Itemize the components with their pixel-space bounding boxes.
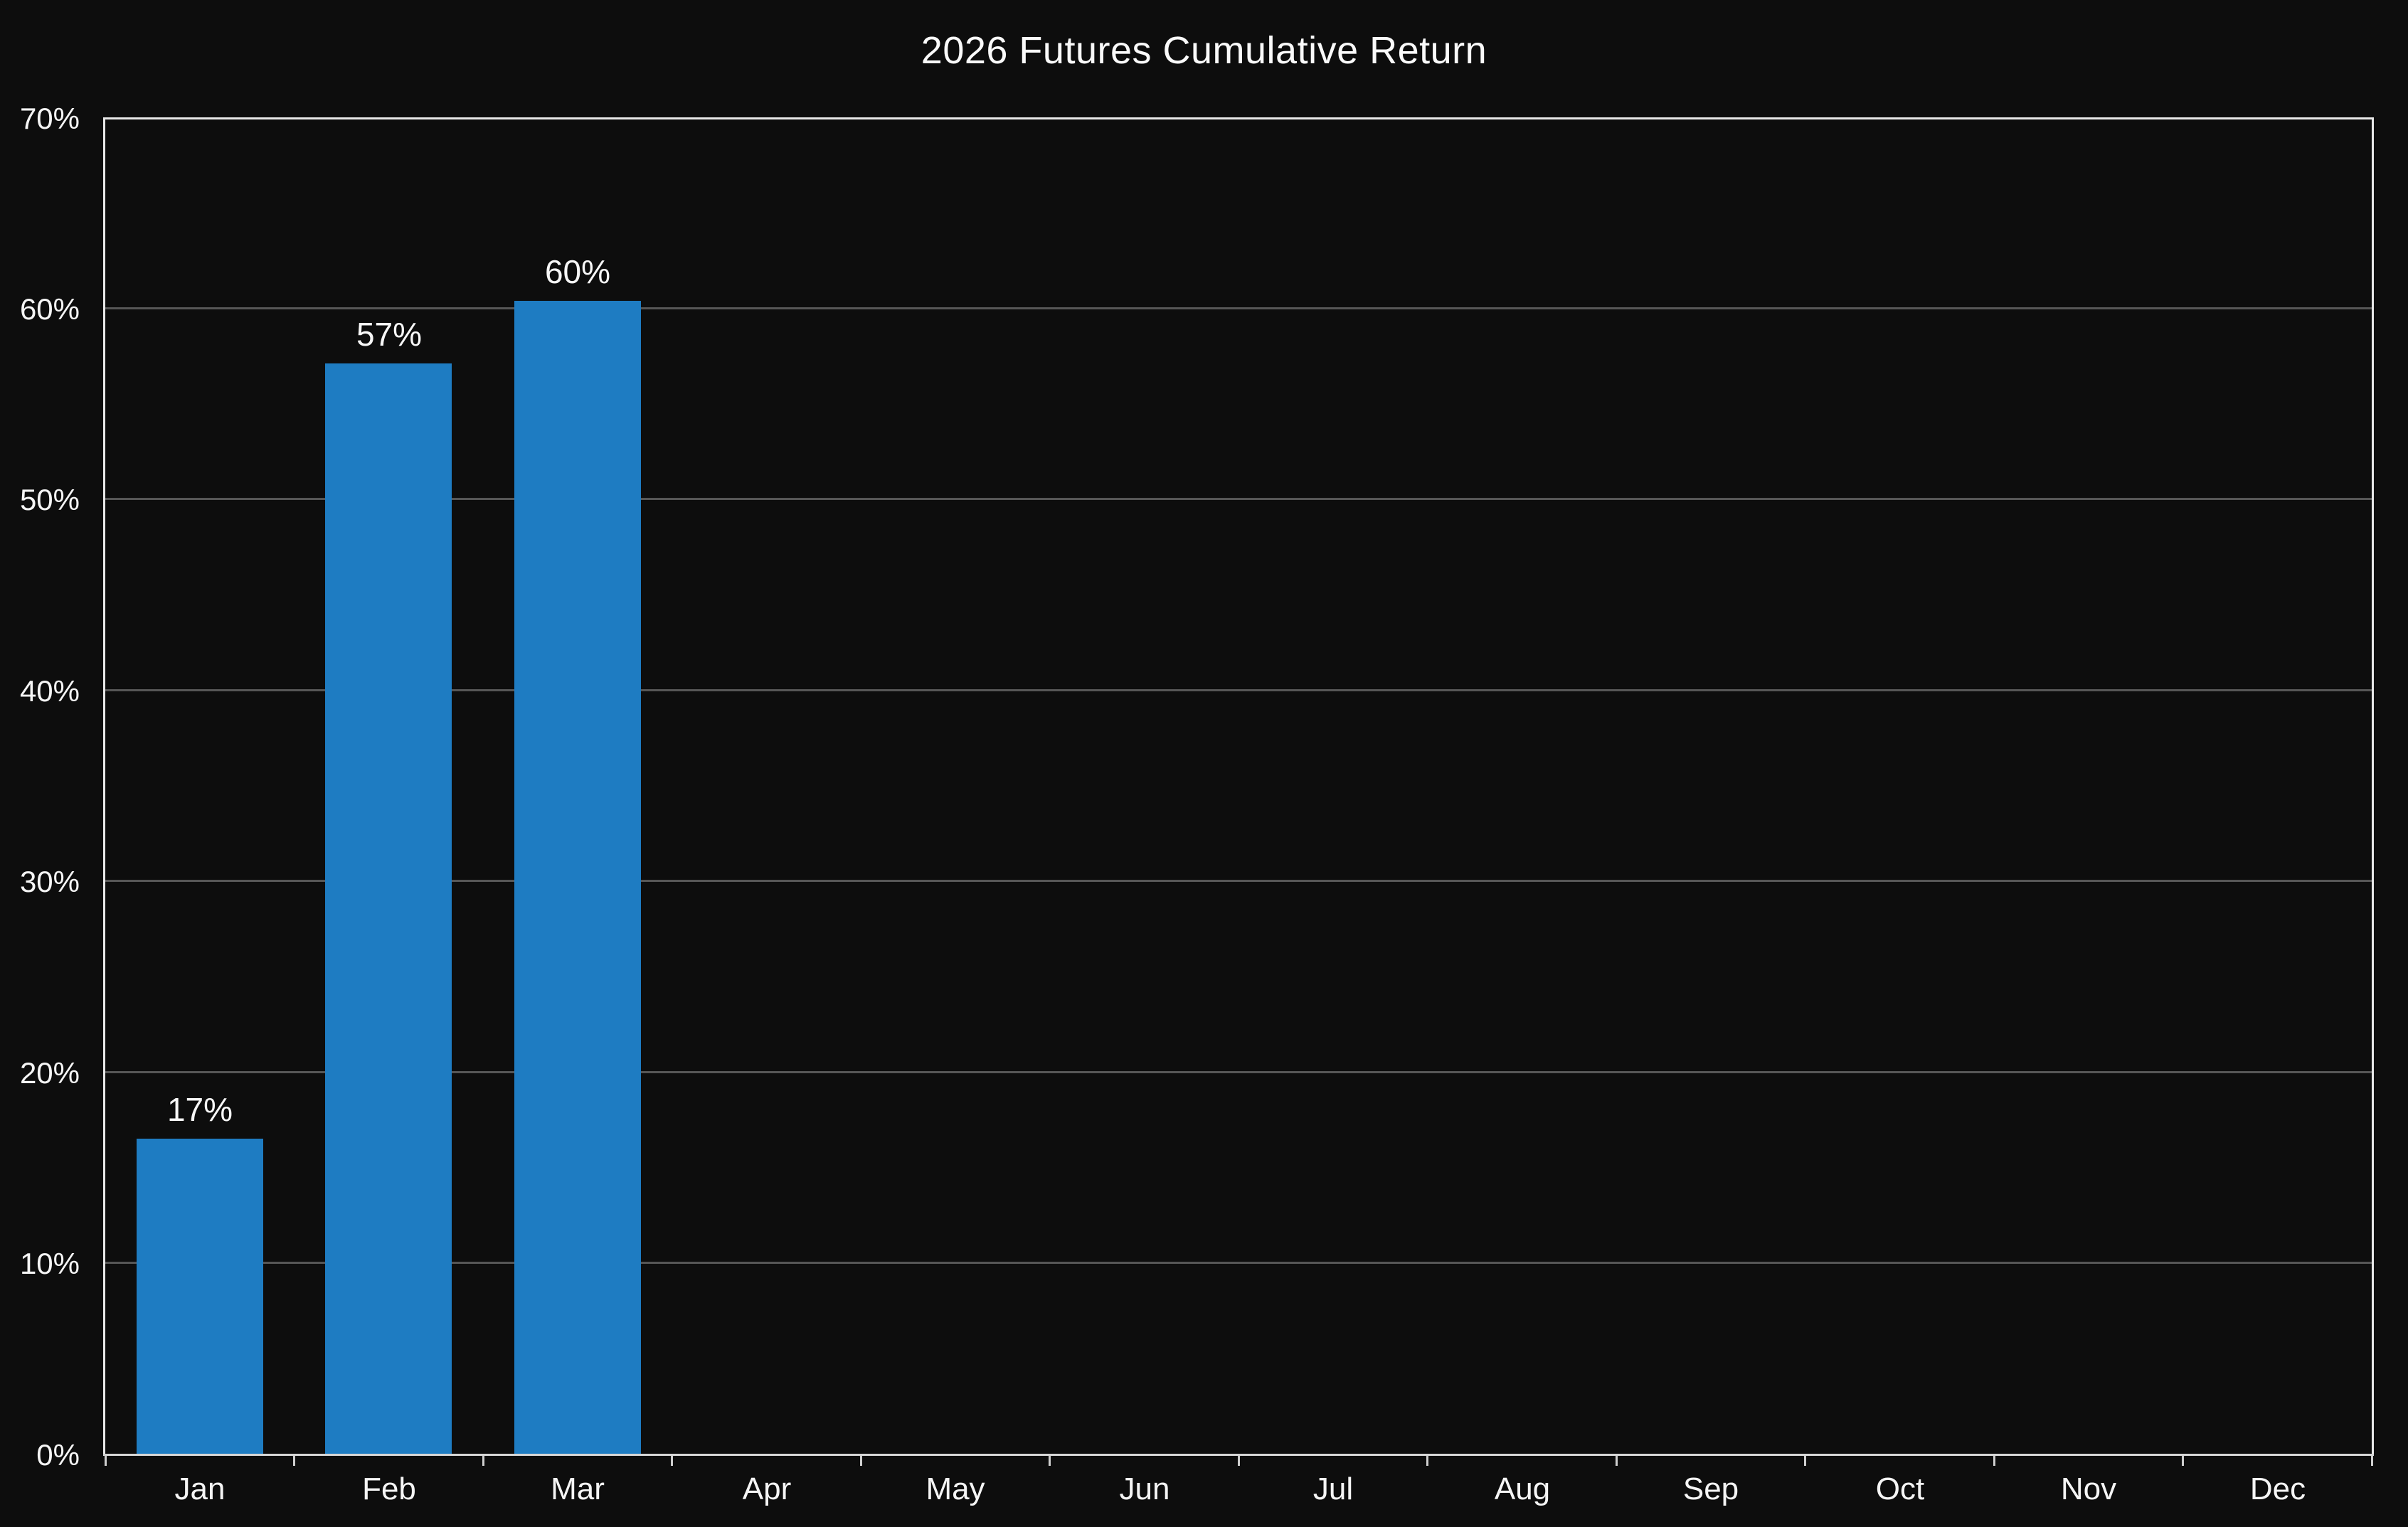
gridline-10pct [105,1262,2372,1264]
x-tick-mark [482,1456,484,1466]
x-tick-mark [1238,1456,1240,1466]
x-tick-label-oct: Oct [1875,1472,1925,1506]
x-tick-mark [671,1456,673,1466]
x-tick-mark [2371,1456,2373,1466]
x-tick-label-aug: Aug [1494,1472,1551,1506]
gridline-20pct [105,1071,2372,1073]
x-tick-label-jan: Jan [174,1472,226,1506]
x-tick-label-may: May [925,1472,985,1506]
x-tick-mark [1049,1456,1051,1466]
y-tick-label-10pct: 10% [19,1247,80,1280]
x-tick-mark [1426,1456,1428,1466]
y-tick-label-70pct: 70% [19,102,80,135]
bar-jan [137,1139,263,1454]
gridline-40pct [105,689,2372,691]
x-tick-mark [105,1456,107,1466]
y-tick-label-20pct: 20% [19,1056,80,1090]
y-tick-label-60pct: 60% [19,292,80,326]
x-tick-label-dec: Dec [2249,1472,2306,1506]
x-tick-label-feb: Feb [362,1472,416,1506]
x-tick-label-mar: Mar [551,1472,605,1506]
y-tick-label-30pct: 30% [19,865,80,898]
y-tick-label-40pct: 40% [19,674,80,708]
bar-label-feb: 57% [356,316,423,353]
plot-border-top [103,117,2374,119]
x-tick-label-sep: Sep [1682,1472,1739,1506]
y-tick-label-50pct: 50% [19,483,80,516]
chart-title: 2026 Futures Cumulative Return [921,29,1487,72]
x-tick-mark [860,1456,862,1466]
bar-label-jan: 17% [166,1091,233,1128]
x-tick-mark [293,1456,295,1466]
bar-mar [514,301,641,1454]
gridline-60pct [105,307,2372,309]
gridline-50pct [105,498,2372,500]
gridline-30pct [105,880,2372,882]
x-tick-label-apr: Apr [742,1472,792,1506]
bar-feb [325,363,452,1454]
x-tick-mark [1616,1456,1618,1466]
y-axis-line [103,117,105,1456]
plot-border-right [2372,117,2374,1456]
x-tick-mark [2182,1456,2184,1466]
x-tick-mark [1993,1456,1995,1466]
x-tick-label-jul: Jul [1312,1472,1354,1506]
bar-label-mar: 60% [544,253,611,290]
x-tick-mark [1804,1456,1806,1466]
x-tick-label-nov: Nov [2060,1472,2117,1506]
x-axis-line [103,1454,2374,1456]
y-tick-label-0pct: 0% [36,1438,80,1472]
x-tick-label-jun: Jun [1119,1472,1170,1506]
